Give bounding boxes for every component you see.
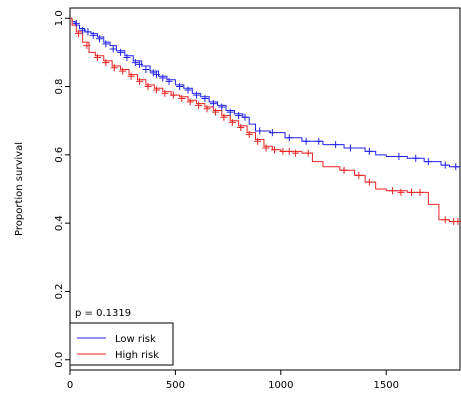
censor-mark-low-risk	[79, 26, 87, 34]
censor-mark-low-risk	[256, 127, 264, 135]
x-tick-label: 1500	[373, 380, 398, 391]
censor-mark-low-risk	[142, 65, 150, 73]
censor-mark-low-risk	[365, 147, 373, 155]
survival-curve-low-risk	[70, 17, 460, 168]
censor-mark-high-risk	[144, 83, 152, 91]
censor-mark-low-risk	[117, 48, 125, 56]
censor-mark-high-risk	[186, 98, 194, 106]
censor-mark-low-risk	[412, 154, 420, 162]
censor-mark-low-risk	[424, 158, 432, 166]
censor-mark-low-risk	[96, 35, 104, 43]
series-lines	[70, 17, 460, 222]
censor-mark-low-risk	[332, 141, 340, 149]
censor-mark-high-risk	[110, 64, 118, 72]
censor-mark-low-risk	[136, 60, 144, 68]
p-value-annotation: p = 0.1319	[75, 308, 131, 319]
censor-mark-low-risk	[176, 83, 184, 91]
censor-mark-low-risk	[159, 74, 167, 82]
censor-mark-high-risk	[93, 54, 101, 62]
censor-mark-low-risk	[131, 59, 139, 67]
censor-marks	[72, 19, 461, 225]
censor-mark-low-risk	[218, 103, 226, 111]
censor-mark-low-risk	[123, 54, 131, 62]
censor-mark-high-risk	[304, 149, 312, 157]
censor-mark-low-risk	[149, 69, 157, 77]
censor-mark-high-risk	[83, 42, 91, 50]
legend-box	[69, 322, 174, 366]
censor-mark-high-risk	[228, 118, 236, 126]
x-tick-label: 500	[166, 380, 185, 391]
censor-mark-high-risk	[270, 146, 278, 154]
censor-mark-high-risk	[152, 86, 160, 94]
censor-mark-low-risk	[89, 31, 97, 39]
legend-label-high-risk: High risk	[115, 350, 159, 361]
y-axis: 0.0 0.2 0.4 0.6 0.8 1.0	[54, 10, 70, 368]
y-tick-label: 0.8	[54, 79, 65, 95]
censor-mark-low-risk	[192, 91, 200, 99]
survival-curve-high-risk	[70, 17, 460, 222]
censor-mark-low-risk	[84, 28, 92, 36]
censor-mark-high-risk	[292, 149, 300, 157]
censor-mark-high-risk	[169, 91, 177, 99]
y-tick-label: 0.4	[54, 215, 65, 231]
censor-mark-low-risk	[184, 86, 192, 94]
censor-mark-low-risk	[241, 113, 249, 121]
censor-mark-high-risk	[136, 77, 144, 85]
censor-mark-high-risk	[74, 30, 82, 38]
censor-mark-low-risk	[72, 19, 80, 27]
censor-mark-high-risk	[119, 67, 127, 75]
censor-mark-high-risk	[195, 101, 203, 109]
censor-mark-high-risk	[161, 89, 169, 97]
censor-mark-low-risk	[268, 129, 276, 137]
x-axis: 0 500 1000 1500	[67, 370, 399, 391]
censor-mark-high-risk	[365, 178, 373, 186]
y-tick-label: 1.0	[54, 10, 65, 26]
censor-mark-low-risk	[441, 161, 449, 169]
y-tick-label: 0.6	[54, 147, 65, 163]
x-tick-label: 0	[67, 380, 73, 391]
censor-mark-high-risk	[416, 188, 424, 196]
censor-mark-low-risk	[235, 112, 243, 120]
censor-mark-high-risk	[211, 108, 219, 116]
x-tick-label: 1000	[268, 380, 293, 391]
censor-mark-high-risk	[254, 137, 262, 145]
y-axis-label: Proportion survival	[14, 142, 25, 236]
censor-mark-high-risk	[102, 59, 110, 67]
censor-mark-high-risk	[340, 166, 348, 174]
censor-mark-high-risk	[127, 72, 135, 80]
censor-mark-high-risk	[408, 188, 416, 196]
censor-mark-high-risk	[355, 171, 363, 179]
censor-mark-high-risk	[245, 130, 253, 138]
censor-mark-low-risk	[109, 45, 117, 53]
censor-mark-low-risk	[346, 144, 354, 152]
censor-mark-low-risk	[395, 153, 403, 161]
censor-mark-low-risk	[285, 134, 293, 142]
censor-mark-low-risk	[209, 100, 217, 108]
censor-mark-high-risk	[203, 105, 211, 113]
censor-mark-high-risk	[178, 95, 186, 102]
censor-mark-high-risk	[262, 144, 270, 152]
censor-mark-low-risk	[226, 108, 234, 116]
censor-mark-high-risk	[397, 188, 405, 196]
censor-mark-high-risk	[454, 217, 461, 225]
censor-mark-high-risk	[441, 216, 449, 224]
censor-mark-low-risk	[165, 77, 173, 85]
censor-mark-low-risk	[452, 163, 460, 171]
y-tick-label: 0.0	[54, 352, 65, 368]
legend-label-low-risk: Low risk	[115, 334, 156, 345]
censor-mark-low-risk	[102, 40, 110, 48]
legend: Low risk High risk	[69, 322, 174, 366]
censor-mark-high-risk	[285, 147, 293, 155]
plot-frame	[69, 7, 461, 371]
censor-mark-high-risk	[279, 147, 287, 155]
censor-mark-low-risk	[152, 71, 160, 79]
censor-mark-low-risk	[315, 137, 323, 145]
censor-mark-low-risk	[201, 95, 209, 102]
censor-mark-low-risk	[302, 137, 310, 145]
censor-mark-high-risk	[389, 187, 397, 195]
y-tick-label: 0.2	[54, 283, 65, 299]
censor-mark-high-risk	[237, 124, 245, 132]
censor-mark-high-risk	[220, 113, 228, 121]
